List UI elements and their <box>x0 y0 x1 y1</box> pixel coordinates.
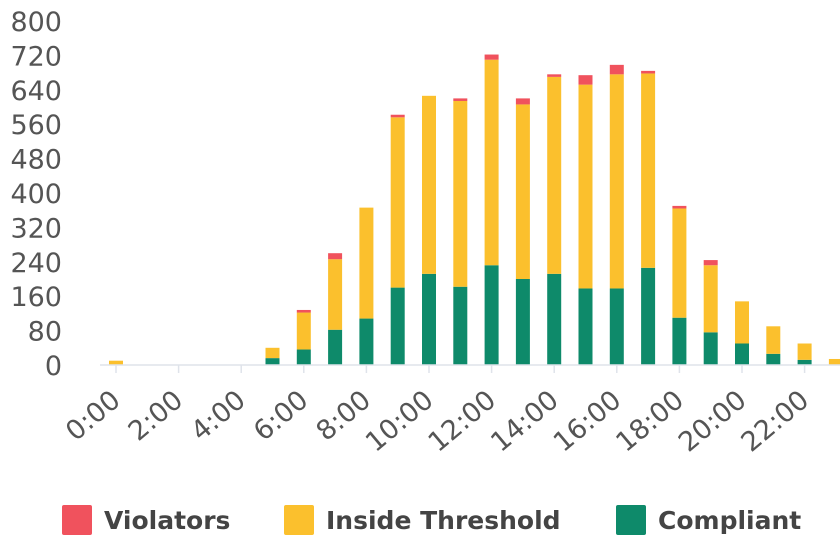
bar-violators[interactable] <box>515 98 530 105</box>
bar-violators[interactable] <box>609 64 624 75</box>
x-tick-label: 12:00 <box>423 385 503 459</box>
x-tick-label: 2:00 <box>123 385 189 448</box>
bar-inside-threshold[interactable] <box>484 59 499 266</box>
bar-violators[interactable] <box>390 114 405 118</box>
bar-inside-threshold[interactable] <box>422 95 436 274</box>
bar-compliant[interactable] <box>578 288 593 365</box>
x-tick-label: 14:00 <box>485 385 565 459</box>
bar-compliant[interactable] <box>547 273 562 365</box>
y-tick-label: 80 <box>28 317 62 348</box>
x-tick-label: 4:00 <box>185 385 251 448</box>
bar-inside-threshold[interactable] <box>672 208 687 318</box>
bar-compliant[interactable] <box>328 329 343 365</box>
bar-compliant[interactable] <box>609 288 624 365</box>
bar-violators[interactable] <box>328 253 343 260</box>
bar-violators[interactable] <box>296 309 311 313</box>
y-tick-label: 640 <box>10 76 62 107</box>
legend-item-inside-threshold[interactable]: Inside Threshold <box>284 505 561 535</box>
bar-compliant[interactable] <box>296 349 311 365</box>
y-tick-label: 400 <box>10 179 62 210</box>
x-axis: 0:002:004:006:008:0010:0012:0014:0016:00… <box>60 364 840 459</box>
x-tick-label: 6:00 <box>248 385 314 448</box>
y-tick-label: 560 <box>10 110 62 141</box>
bar-compliant[interactable] <box>641 267 656 365</box>
legend-swatch-inside-threshold <box>284 505 314 535</box>
bar-violators[interactable] <box>547 74 562 77</box>
bar-compliant[interactable] <box>766 353 781 365</box>
legend-label-compliant: Compliant <box>658 505 802 535</box>
bar-compliant[interactable] <box>703 332 718 365</box>
bar-violators[interactable] <box>484 54 499 60</box>
bar-compliant[interactable] <box>484 265 499 365</box>
bar-inside-threshold[interactable] <box>109 360 123 365</box>
y-tick-label: 0 <box>45 351 62 382</box>
bar-inside-threshold[interactable] <box>328 259 343 330</box>
x-tick-label: 16:00 <box>548 385 628 459</box>
bar-compliant[interactable] <box>515 279 530 365</box>
bar-inside-threshold[interactable] <box>390 117 405 288</box>
bar-violators[interactable] <box>453 98 468 101</box>
y-tick-label: 720 <box>10 41 62 72</box>
bar-violators[interactable] <box>641 70 656 74</box>
x-tick-label: 20:00 <box>673 385 753 459</box>
bar-compliant[interactable] <box>359 318 374 365</box>
legend-swatch-compliant <box>616 505 646 535</box>
y-tick-label: 160 <box>10 282 62 313</box>
bar-inside-threshold[interactable] <box>797 343 812 360</box>
bar-inside-threshold[interactable] <box>547 76 562 274</box>
bar-inside-threshold[interactable] <box>578 84 593 289</box>
legend-label-violators: Violators <box>104 505 231 535</box>
bar-inside-threshold[interactable] <box>359 207 374 319</box>
y-tick-label: 800 <box>10 7 62 38</box>
legend-item-violators[interactable]: Violators <box>62 505 230 535</box>
bar-violators[interactable] <box>672 205 687 209</box>
bar-inside-threshold[interactable] <box>735 301 749 344</box>
bar-inside-threshold[interactable] <box>703 265 718 333</box>
bar-inside-threshold[interactable] <box>515 104 530 279</box>
x-tick-label: 0:00 <box>60 385 126 448</box>
bar-violators[interactable] <box>703 260 718 266</box>
bar-inside-threshold[interactable] <box>296 312 311 350</box>
bar-compliant[interactable] <box>797 359 812 365</box>
bar-compliant[interactable] <box>672 317 687 365</box>
y-tick-label: 480 <box>10 145 62 176</box>
bar-compliant[interactable] <box>265 358 280 365</box>
legend-swatch-violators <box>62 505 92 535</box>
bar-inside-threshold[interactable] <box>641 73 656 268</box>
y-tick-label: 320 <box>10 213 62 244</box>
legend-item-compliant[interactable]: Compliant <box>616 505 801 535</box>
bar-inside-threshold[interactable] <box>828 358 840 365</box>
bar-inside-threshold[interactable] <box>609 74 624 289</box>
bar-compliant[interactable] <box>453 286 468 365</box>
bar-compliant[interactable] <box>735 343 749 366</box>
bar-compliant[interactable] <box>422 273 436 365</box>
bar-inside-threshold[interactable] <box>453 100 468 287</box>
bar-inside-threshold[interactable] <box>766 326 781 354</box>
bar-compliant[interactable] <box>390 287 405 365</box>
x-tick-label: 18:00 <box>610 385 690 459</box>
bar-inside-threshold[interactable] <box>265 347 280 359</box>
y-tick-label: 240 <box>10 248 62 279</box>
legend-label-inside-threshold: Inside Threshold <box>326 505 561 535</box>
x-tick-label: 22:00 <box>736 385 816 459</box>
bar-violators[interactable] <box>578 75 593 85</box>
bars <box>109 54 840 366</box>
x-tick-label: 10:00 <box>360 385 440 459</box>
legend: Violators Inside Threshold Compliant <box>0 505 840 541</box>
